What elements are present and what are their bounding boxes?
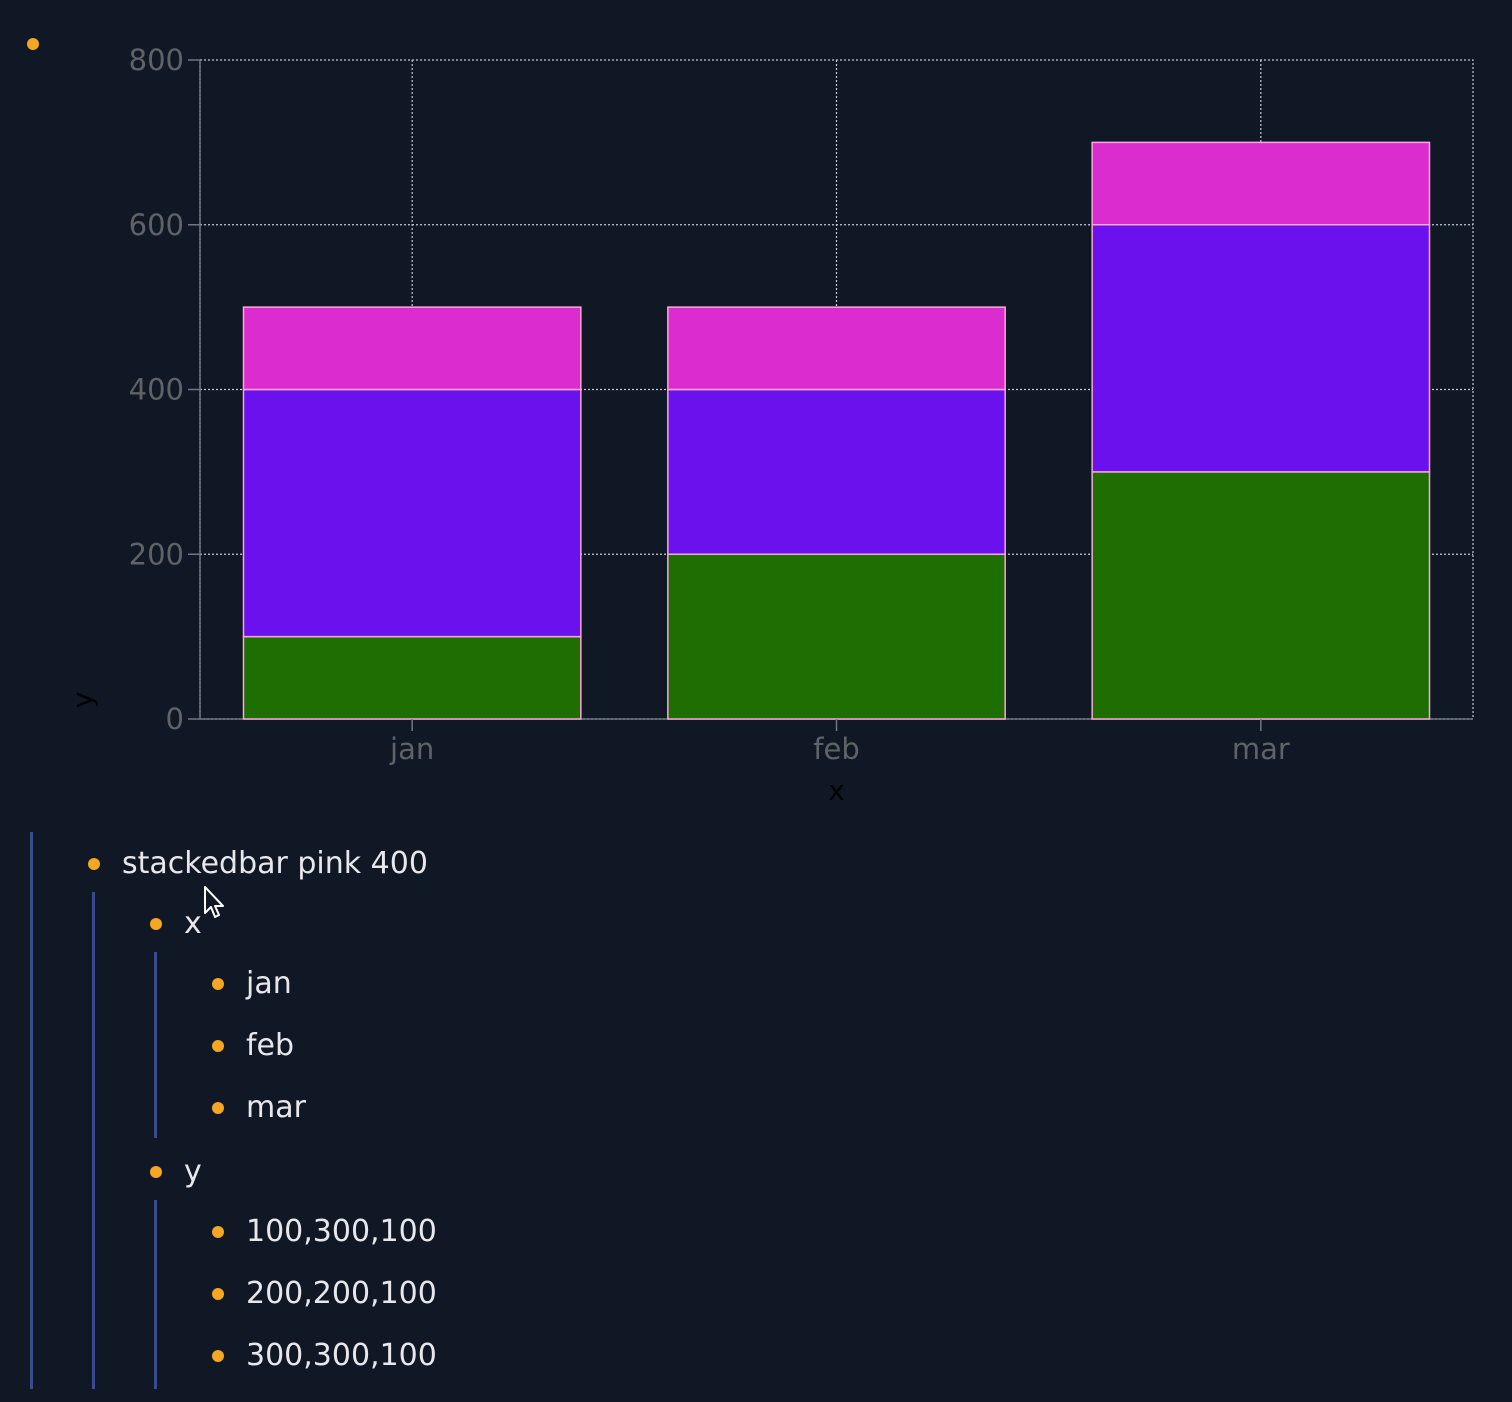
x-axis-label: x xyxy=(828,774,845,807)
bar-segment xyxy=(667,388,1006,555)
y-tick-label: 800 xyxy=(129,43,184,77)
bar-segment xyxy=(1091,471,1431,720)
x-tick-label: jan xyxy=(389,732,434,766)
outline-bullet-y-item[interactable] xyxy=(212,1226,224,1238)
outline-guide-root-children xyxy=(92,892,95,1389)
bar-segment xyxy=(667,306,1006,391)
outline-y-label[interactable]: y xyxy=(184,1154,202,1189)
mouse-pointer-icon xyxy=(204,886,224,918)
outline-y-item[interactable]: 200,200,100 xyxy=(246,1276,437,1311)
outline-bullet-x-item[interactable] xyxy=(212,1102,224,1114)
bar-segment xyxy=(242,388,582,638)
outline-x-item[interactable]: mar xyxy=(246,1090,306,1125)
x-tick-label: mar xyxy=(1232,732,1290,766)
bar-segment xyxy=(1091,141,1431,226)
outline-guide-x-children xyxy=(154,952,157,1138)
bar-segment xyxy=(667,553,1006,720)
chart-block-bullet[interactable] xyxy=(27,38,39,50)
outline-y-item[interactable]: 100,300,100 xyxy=(246,1214,437,1249)
outline-x-item[interactable]: jan xyxy=(246,966,292,1001)
y-tick-label: 400 xyxy=(129,373,184,407)
y-tick-label: 0 xyxy=(166,702,184,736)
y-tick-label: 600 xyxy=(129,208,184,242)
outline-guide-root xyxy=(30,832,33,1389)
outline-bullet-x-item[interactable] xyxy=(212,978,224,990)
outline-bullet-y[interactable] xyxy=(150,1166,162,1178)
bar-segment xyxy=(242,306,582,391)
outline-bullet-x[interactable] xyxy=(150,918,162,930)
x-tick-label: feb xyxy=(813,732,859,766)
outline-bullet-root[interactable] xyxy=(88,858,100,870)
outline-root-label[interactable]: stackedbar pink 400 xyxy=(122,846,428,881)
outline-x-item[interactable]: feb xyxy=(246,1028,295,1063)
bar-segment xyxy=(242,635,582,720)
outline-y-item[interactable]: 300,300,100 xyxy=(246,1338,437,1373)
outline-bullet-y-item[interactable] xyxy=(212,1350,224,1362)
y-tick-label: 200 xyxy=(129,537,184,571)
stacked-bar-chart: 0 200 400 600 800 jan feb mar x y xyxy=(66,43,1474,807)
outline-bullet-x-item[interactable] xyxy=(212,1040,224,1052)
outline-guide-y-children xyxy=(154,1200,157,1389)
bar-segment xyxy=(1091,224,1431,473)
outline-x-label[interactable]: x xyxy=(184,906,202,941)
outline-bullet-y-item[interactable] xyxy=(212,1288,224,1300)
y-axis-label: y xyxy=(66,692,99,709)
